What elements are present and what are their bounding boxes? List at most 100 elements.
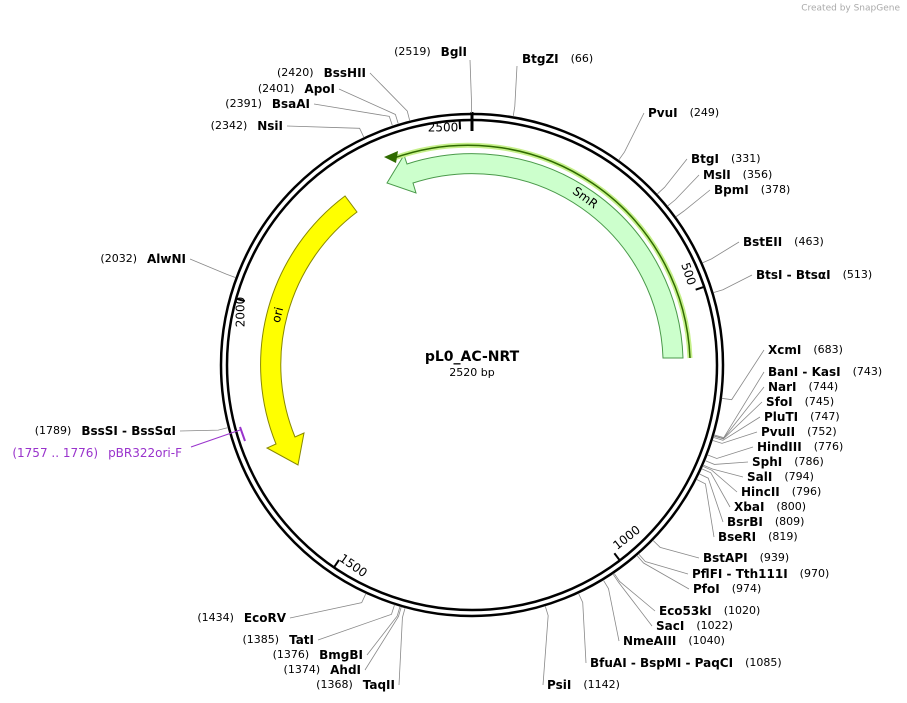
enzyme-name: PluTI: [764, 410, 798, 424]
site-line: [702, 465, 738, 493]
enzyme-label: BtsI - BtsαI (513): [756, 268, 872, 282]
enzyme-label: (1434) EcoRV: [197, 611, 286, 625]
enzyme-label: (2391) BsaAI: [225, 97, 310, 111]
enzyme-name: BglI: [441, 45, 467, 59]
site-line: [602, 579, 620, 642]
ruler-label: 2500: [428, 121, 459, 135]
watermark: Created by SnapGene: [801, 4, 900, 14]
site-line: [542, 606, 549, 686]
enzyme-name: BmgBI: [319, 648, 363, 662]
primer-site-line: [190, 429, 241, 448]
enzyme-label: PvuI (249): [648, 106, 719, 120]
enzyme-name: NmeAIII: [623, 634, 676, 648]
enzyme-label: PsiI (1142): [547, 678, 620, 692]
enzyme-label: NarI (744): [768, 380, 838, 394]
enzyme-label: BstAPI (939): [703, 551, 789, 565]
enzyme-name: HincII: [741, 485, 780, 499]
enzyme-name: BpmI: [714, 183, 749, 197]
enzyme-position: (2032): [100, 252, 137, 265]
enzyme-label: (2420) BssHII: [277, 66, 366, 80]
enzyme-label: HincII (796): [741, 485, 821, 499]
enzyme-position: (463): [794, 235, 824, 248]
enzyme-position: (513): [843, 268, 873, 281]
enzyme-position: (776): [814, 440, 844, 453]
site-line: [469, 59, 472, 114]
site-line: [366, 606, 401, 656]
enzyme-name: PvuI: [648, 106, 678, 120]
enzyme-position: (683): [813, 343, 843, 356]
enzyme-position: (819): [768, 530, 798, 543]
site-line: [369, 72, 411, 121]
enzyme-label: BpmI (378): [714, 183, 790, 197]
site-line: [189, 258, 236, 278]
enzyme-label: XbaI (800): [734, 500, 806, 514]
site-line: [338, 88, 399, 125]
enzyme-label: BsrBI (809): [727, 515, 804, 529]
enzyme-name: Eco53kI: [659, 604, 712, 618]
enzyme-label: (2342) NsiI: [211, 119, 283, 133]
enzyme-label: (1368) TaqII: [316, 678, 395, 692]
site-line: [702, 241, 740, 264]
ruler-label: 500: [678, 261, 698, 287]
enzyme-name: BsaAI: [272, 97, 310, 111]
enzyme-position: (1789): [35, 424, 72, 437]
enzyme-label: BstEII (463): [743, 235, 824, 249]
site-line: [701, 468, 731, 508]
enzyme-name: AhdI: [330, 663, 361, 677]
enzyme-position: (743): [853, 365, 883, 378]
enzyme-label: Eco53kI (1020): [659, 604, 760, 618]
enzyme-name: SfoI: [766, 395, 793, 409]
site-line: [364, 606, 402, 671]
site-line: [705, 460, 749, 465]
ruler-tick: [613, 552, 621, 562]
enzyme-position: (809): [775, 515, 805, 528]
backbone-inner: [225, 118, 719, 612]
enzyme-name: XcmI: [768, 343, 801, 357]
feature-smr: [386, 153, 684, 359]
plasmid-length: 2520 bp: [449, 366, 494, 379]
enzyme-name: BssHII: [324, 66, 366, 80]
enzyme-name: SalI: [747, 470, 772, 484]
enzyme-label: (2401) ApoI: [258, 82, 335, 96]
enzyme-label: NmeAIII (1040): [623, 634, 725, 648]
enzyme-label: (1789) BssSI - BssSαI: [35, 424, 176, 438]
site-line: [696, 479, 715, 538]
enzyme-name: SphI: [752, 455, 782, 469]
enzyme-position: (796): [792, 485, 822, 498]
enzyme-position: (1085): [745, 656, 782, 669]
plasmid-name: pL0_AC-NRT: [425, 349, 520, 365]
enzyme-name: PsiI: [547, 678, 571, 692]
site-line: [636, 555, 690, 590]
site-line: [289, 593, 367, 619]
enzyme-position: (752): [807, 425, 837, 438]
enzyme-label: (1374) AhdI: [284, 663, 361, 677]
enzyme-position: (1022): [696, 619, 733, 632]
enzyme-name: BtsI - BtsαI: [756, 268, 831, 282]
enzyme-label: (2032) AlwNI: [100, 252, 186, 266]
enzyme-name: NarI: [768, 380, 797, 394]
enzyme-name: BsrBI: [727, 515, 763, 529]
site-line: [512, 65, 518, 117]
ruler-tick: [235, 297, 246, 303]
enzyme-position: (356): [743, 168, 773, 181]
enzyme-label: BseRI (819): [718, 530, 798, 544]
enzyme-position: (378): [761, 183, 791, 196]
ruler-tick: [695, 285, 705, 291]
site-line: [313, 103, 393, 127]
primer-arrow: [384, 151, 398, 163]
site-line: [286, 125, 365, 138]
enzyme-name: BtgZI: [522, 52, 559, 66]
site-line: [656, 158, 688, 195]
site-line: [703, 464, 744, 478]
site-line: [721, 349, 765, 401]
enzyme-name: TatI: [289, 633, 314, 647]
enzyme-position: (745): [805, 395, 835, 408]
backbone-outer: [219, 112, 725, 618]
enzyme-position: (1040): [688, 634, 725, 647]
enzyme-position: (1020): [724, 604, 761, 617]
enzyme-label: BfuAI - BspMI - PaqCI (1085): [590, 656, 782, 670]
ruler-tick: [333, 559, 340, 568]
feature-ori: [260, 195, 358, 466]
site-line: [712, 431, 758, 444]
